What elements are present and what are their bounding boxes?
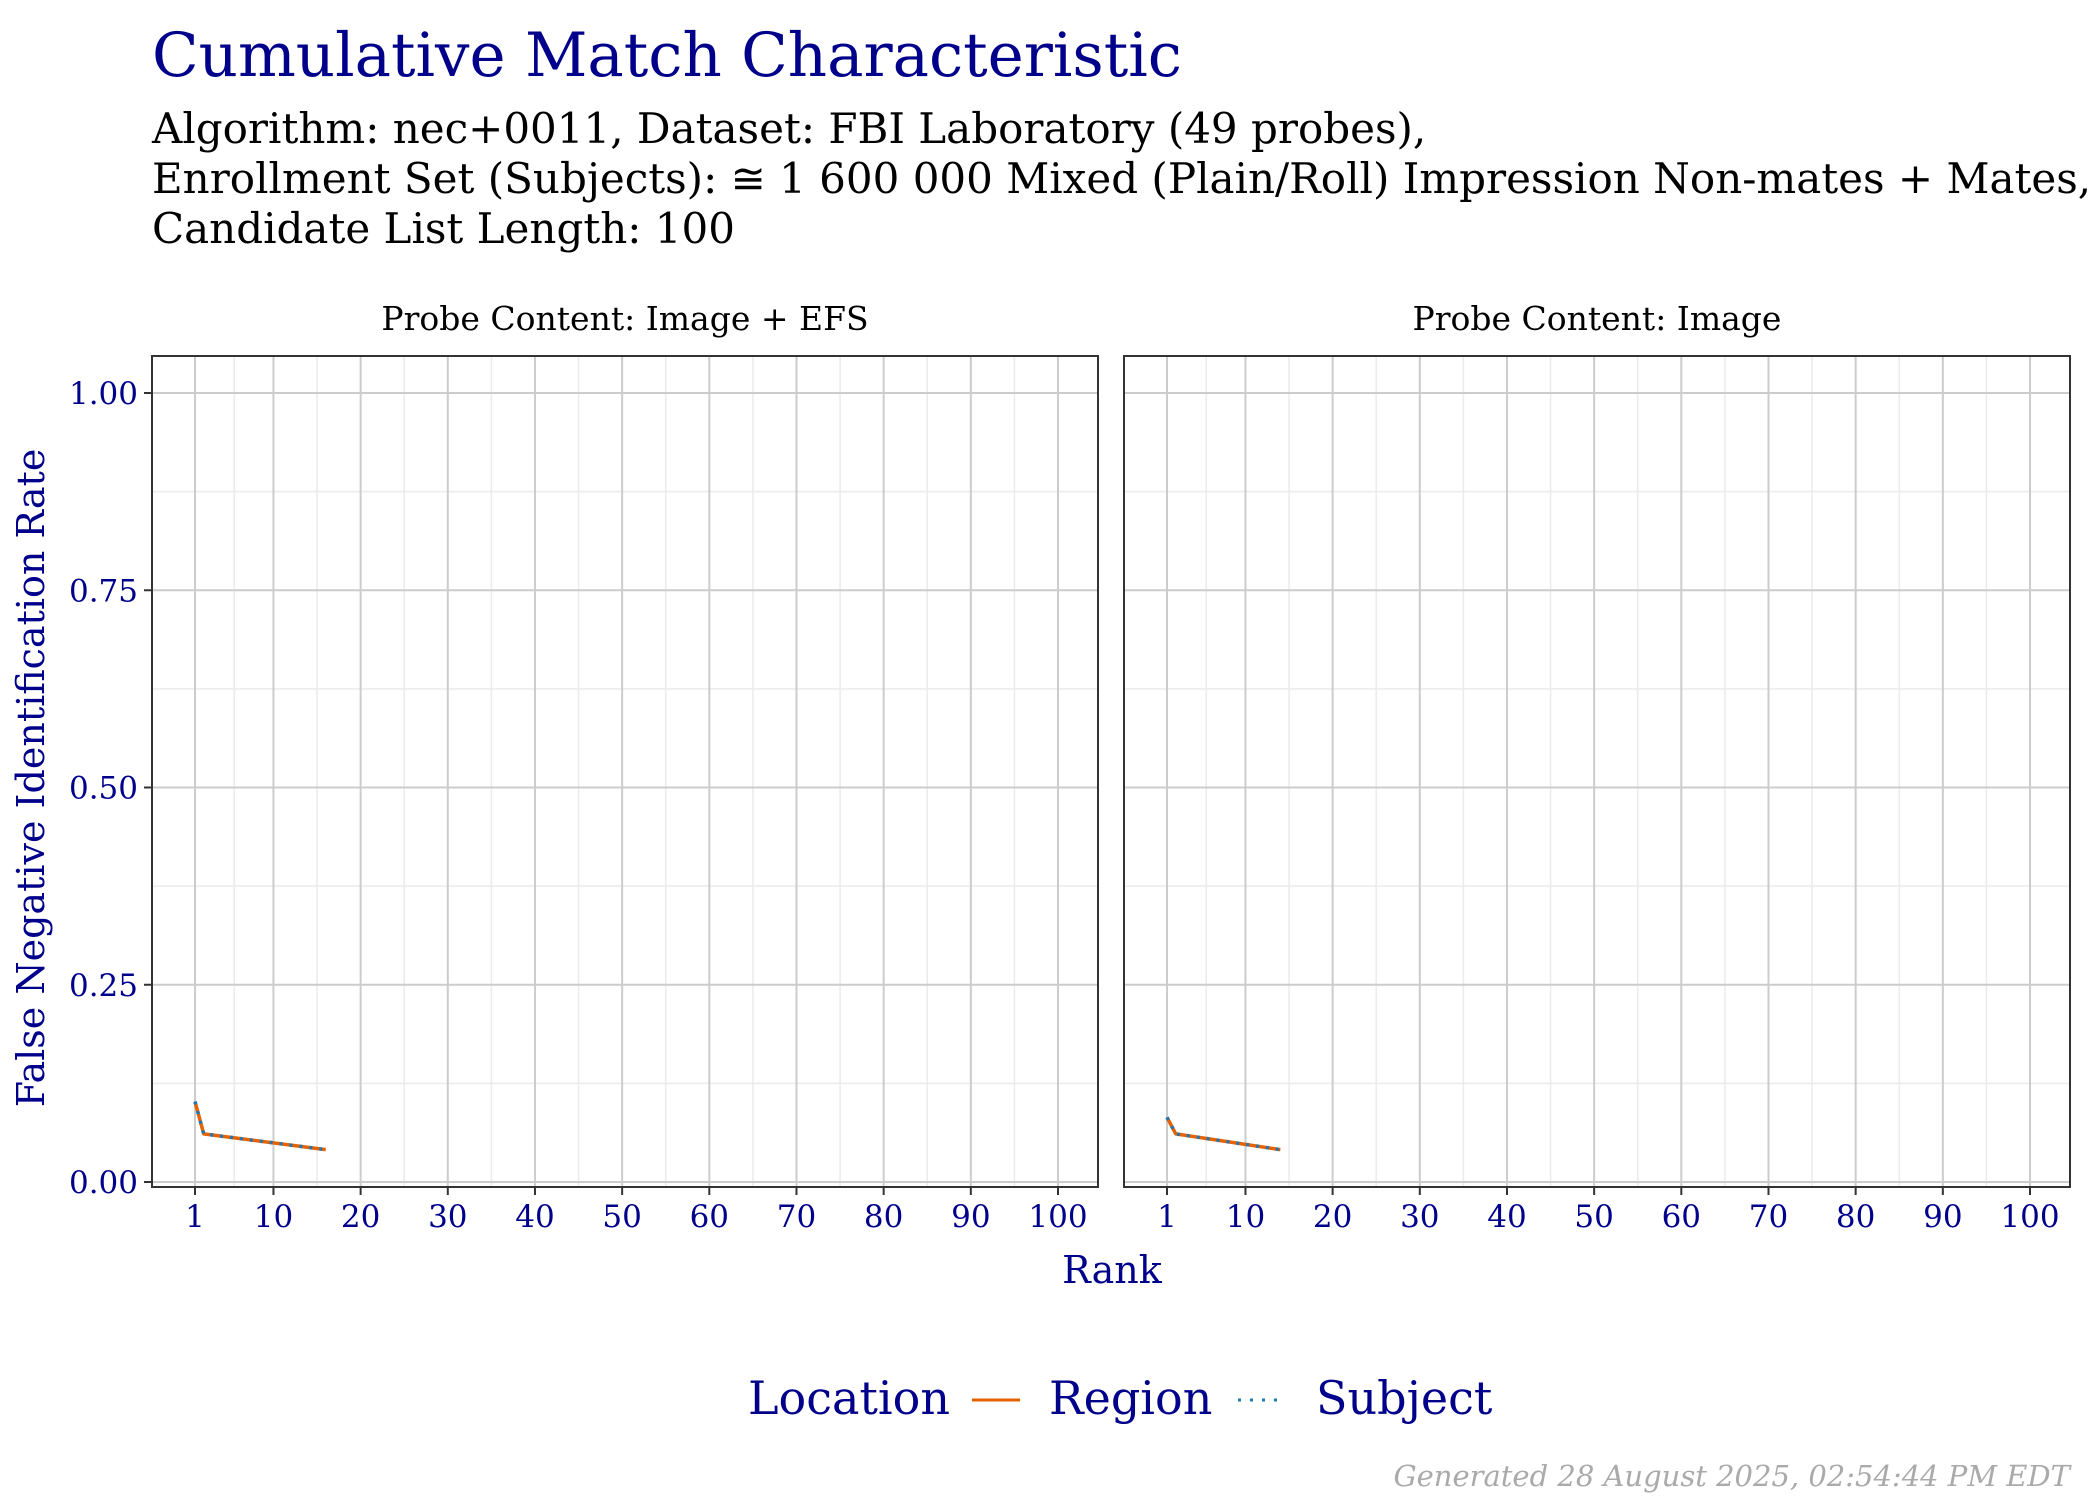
subtitle-line-2: Enrollment Set (Subjects): ≅ 1 600 000 M… bbox=[152, 154, 2091, 203]
panel-1: Probe Content: Image + EFS 1 10 20 30 40 50 60 7… bbox=[69, 299, 1099, 1235]
panel-1-x-tick-label-1: 1 bbox=[185, 1199, 205, 1235]
legend-title: Location bbox=[748, 1371, 950, 1425]
y-tick-label-0.25: 0.25 bbox=[69, 968, 138, 1004]
panel-2-x-tick-label-1: 1 bbox=[1157, 1199, 1177, 1235]
subtitle-line-1: Algorithm: nec+0011, Dataset: FBI Labora… bbox=[151, 104, 1426, 153]
y-tick-label-0.75: 0.75 bbox=[69, 573, 138, 609]
panel-1-strip-label: Probe Content: Image + EFS bbox=[381, 299, 868, 338]
y-tick-label-0.50: 0.50 bbox=[69, 771, 138, 807]
panel-2-x-tick-label-50: 50 bbox=[1574, 1199, 1613, 1235]
legend-label-subject: Subject bbox=[1316, 1371, 1493, 1425]
x-axis-title: Rank bbox=[1062, 1248, 1163, 1292]
legend-label-region: Region bbox=[1049, 1371, 1212, 1425]
panel-2-x-tick-label-60: 60 bbox=[1662, 1199, 1701, 1235]
panel-2-x-tick-label-70: 70 bbox=[1749, 1199, 1788, 1235]
legend: Location Region Subject bbox=[748, 1371, 1493, 1425]
panel-2-x-tick-label-30: 30 bbox=[1400, 1199, 1439, 1235]
chart-panels: Probe Content: Image + EFS 1 10 20 30 40 50 60 7… bbox=[69, 299, 2071, 1235]
panel-1-series-subject-line bbox=[193, 1101, 326, 1152]
subtitle-line-3: Candidate List Length: 100 bbox=[152, 204, 735, 253]
panel-1-x-tick-label-10: 10 bbox=[254, 1199, 293, 1235]
panel-2-x-tick-label-40: 40 bbox=[1487, 1199, 1526, 1235]
panel-1-x-tick-label-60: 60 bbox=[690, 1199, 729, 1235]
panel-1-x-tick-label-50: 50 bbox=[602, 1199, 641, 1235]
y-tick-label-1.00: 1.00 bbox=[69, 376, 138, 412]
panel-1-border bbox=[151, 355, 1099, 1188]
panel-2-series-region-line bbox=[1165, 1116, 1281, 1152]
panel-2-x-tick-label-80: 80 bbox=[1836, 1199, 1875, 1235]
generated-timestamp: Generated 28 August 2025, 02:54:44 PM ED… bbox=[1393, 1459, 2072, 1493]
panel-1-x-tick-label-40: 40 bbox=[515, 1199, 554, 1235]
panel-1-x-tick-label-30: 30 bbox=[428, 1199, 467, 1235]
y-axis-title: False Negative Identification Rate bbox=[9, 449, 53, 1108]
panel-2-x-tick-label-10: 10 bbox=[1226, 1199, 1265, 1235]
panel-1-x-tick-label-70: 70 bbox=[777, 1199, 816, 1235]
panel-1-x-tick-label-20: 20 bbox=[341, 1199, 380, 1235]
panel-1-x-tick-label-80: 80 bbox=[864, 1199, 903, 1235]
panel-1-x-tick-label-100: 100 bbox=[1028, 1199, 1087, 1235]
chart-title: Cumulative Match Characteristic bbox=[152, 20, 1182, 91]
panel-1-x-tick-label-90: 90 bbox=[951, 1199, 990, 1235]
panel-2-border bbox=[1123, 355, 2071, 1188]
panel-2-x-tick-label-90: 90 bbox=[1923, 1199, 1962, 1235]
panel-2: Probe Content: Image 1 10 20 30 40 50 60 70 80 90 1… bbox=[1123, 299, 2071, 1235]
panel-2-x-tick-label-20: 20 bbox=[1313, 1199, 1352, 1235]
y-tick-label-0.00: 0.00 bbox=[69, 1165, 138, 1201]
panel-2-x-tick-label-100: 100 bbox=[2000, 1199, 2059, 1235]
panel-2-strip-label: Probe Content: Image bbox=[1413, 299, 1782, 338]
